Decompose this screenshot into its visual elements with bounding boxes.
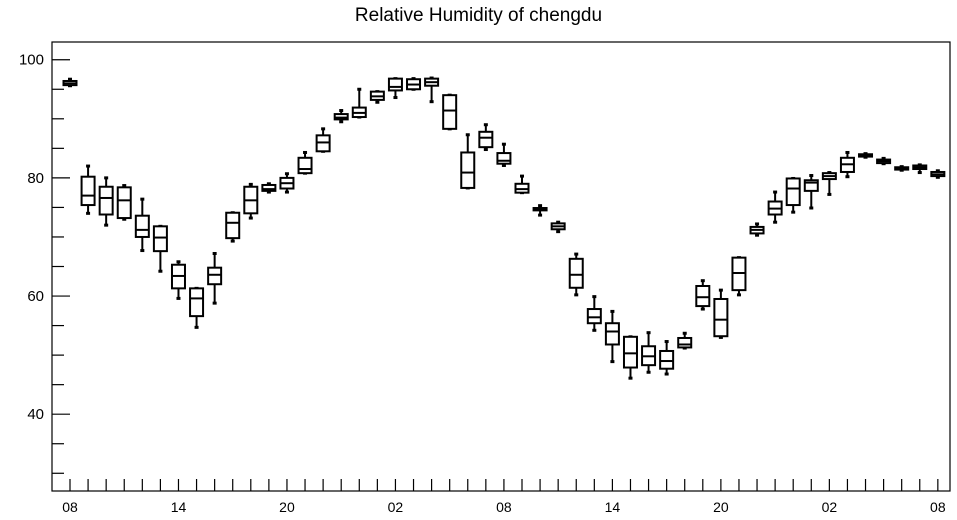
x-tick-label: 14 — [605, 499, 621, 515]
x-tick-label: 08 — [496, 499, 512, 515]
box-mark — [677, 331, 693, 350]
box-iqr — [189, 287, 205, 318]
box-mark — [641, 331, 657, 374]
x-axis: 08 14 20 02 08 14 20 02 08 — [62, 479, 946, 515]
box-mark — [116, 184, 132, 221]
x-tick-label: 20 — [279, 499, 295, 515]
box-mark — [930, 169, 946, 179]
box-iqr — [225, 211, 241, 240]
box-mark — [894, 165, 910, 172]
box-iqr — [460, 151, 476, 189]
box-mark — [568, 252, 584, 297]
box-mark — [550, 220, 566, 234]
box-mark — [514, 174, 530, 195]
x-tick-label: 08 — [62, 499, 78, 515]
box-mark — [297, 150, 313, 175]
x-tick-label: 08 — [930, 499, 946, 515]
box-mark — [152, 224, 168, 273]
box-mark — [406, 77, 422, 91]
box-mark — [695, 279, 711, 311]
box-iqr — [152, 225, 168, 253]
box-mark — [333, 109, 349, 124]
box-mark — [839, 150, 855, 179]
box-mark — [369, 90, 385, 104]
box-mark — [713, 288, 729, 339]
box-iqr — [387, 77, 403, 92]
box-iqr — [261, 183, 277, 192]
box-mark — [315, 127, 331, 153]
box-iqr — [695, 284, 711, 308]
box-iqr — [785, 177, 801, 207]
box-iqr — [568, 257, 584, 289]
box-mark — [225, 211, 241, 243]
y-tick-label: 80 — [27, 170, 44, 187]
box-iqr — [297, 156, 313, 175]
x-tick-label: 02 — [822, 499, 838, 515]
box-mark — [767, 190, 783, 224]
x-tick-label: 02 — [388, 499, 404, 515]
box-mark — [622, 335, 638, 380]
box-mark — [460, 133, 476, 190]
box-mark — [496, 142, 512, 167]
box-mark — [912, 163, 928, 175]
box-iqr — [803, 179, 819, 192]
box-iqr — [98, 185, 114, 216]
box-mark — [170, 260, 186, 300]
box-mark — [803, 174, 819, 210]
box-mark — [478, 123, 494, 152]
box-iqr — [586, 308, 602, 325]
box-iqr — [442, 94, 458, 130]
box-mark — [858, 152, 874, 159]
box-mark — [586, 295, 602, 332]
box-iqr — [713, 297, 729, 338]
box-iqr — [604, 322, 620, 346]
box-mark — [731, 256, 747, 297]
y-tick-label: 40 — [27, 406, 44, 423]
box-mark — [387, 77, 403, 100]
box-iqr — [496, 152, 512, 165]
box-mark — [62, 77, 78, 88]
box-iqr — [677, 336, 693, 349]
box-mark — [821, 171, 837, 196]
box-iqr — [207, 266, 223, 286]
box-mark — [604, 309, 620, 364]
box-mark — [134, 197, 150, 253]
box-mark — [532, 204, 548, 217]
box-iqr — [134, 214, 150, 238]
box-iqr — [659, 349, 675, 370]
y-axis: 40 60 80 100 — [19, 52, 70, 474]
box-mark — [80, 164, 96, 215]
box-mark — [424, 76, 440, 104]
chart-title: Relative Humidity of chengdu — [354, 5, 603, 26]
box-mark — [351, 87, 367, 119]
box-mark — [207, 252, 223, 305]
box-mark — [749, 222, 765, 237]
box-mark — [279, 172, 295, 194]
box-mark — [98, 176, 114, 227]
box-iqr — [622, 335, 638, 369]
plot-frame — [51, 41, 951, 492]
box-mark — [876, 156, 892, 166]
box-series — [62, 76, 946, 380]
box-mark — [785, 176, 801, 214]
box-iqr — [116, 186, 132, 220]
box-iqr — [80, 175, 96, 207]
box-mark — [442, 93, 458, 131]
box-mark — [659, 340, 675, 376]
x-tick-label: 20 — [713, 499, 729, 515]
box-mark — [189, 286, 205, 329]
box-mark — [261, 182, 277, 194]
box-mark — [243, 182, 259, 220]
y-tick-label: 60 — [27, 288, 44, 305]
x-tick-label: 14 — [171, 499, 187, 515]
y-tick-label: 100 — [19, 52, 44, 69]
box-iqr — [478, 130, 494, 149]
